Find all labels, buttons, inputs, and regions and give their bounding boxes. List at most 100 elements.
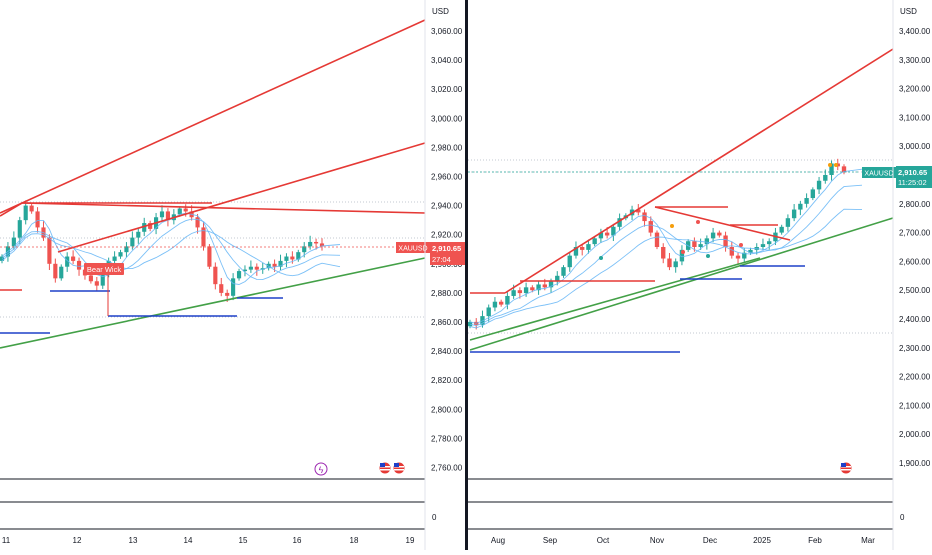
candle-body bbox=[717, 232, 722, 236]
indicator-tick-label: 0 bbox=[432, 513, 437, 522]
resistance-trendline[interactable] bbox=[504, 48, 894, 294]
candle-body bbox=[53, 263, 58, 279]
panel-divider[interactable] bbox=[465, 0, 468, 550]
candle-body bbox=[517, 290, 523, 294]
price-tag-value: 2,910.65 bbox=[898, 168, 927, 177]
lightning-icon[interactable] bbox=[314, 462, 328, 476]
y-tick-label: 2,980.00 bbox=[431, 143, 463, 152]
candle-body bbox=[661, 247, 666, 259]
moving-average-line bbox=[469, 208, 863, 329]
candle-body bbox=[648, 221, 653, 233]
x-tick-label: 16 bbox=[293, 536, 302, 545]
candle-body bbox=[11, 237, 16, 247]
x-tick-label: 13 bbox=[129, 536, 138, 545]
candle-body bbox=[231, 278, 236, 296]
y-tick-label: 2,400.00 bbox=[899, 315, 931, 324]
price-tag[interactable] bbox=[430, 242, 466, 265]
resistance-channel-lower[interactable] bbox=[57, 142, 426, 253]
candle-body bbox=[779, 226, 784, 233]
candle-body bbox=[654, 232, 660, 247]
candle-body bbox=[29, 205, 34, 212]
candle-body bbox=[698, 244, 703, 247]
candle-body bbox=[573, 247, 579, 256]
y-tick-label: 3,020.00 bbox=[431, 85, 463, 94]
y-tick-label: 2,500.00 bbox=[899, 286, 931, 295]
moving-average-line bbox=[1, 218, 341, 281]
candle-body bbox=[555, 275, 560, 282]
candle-body bbox=[278, 260, 283, 267]
candle-body bbox=[236, 271, 242, 279]
candle-body bbox=[829, 163, 834, 175]
candle-body bbox=[742, 252, 747, 259]
candle-body bbox=[723, 235, 728, 247]
signal-marker bbox=[670, 224, 674, 228]
resistance-segment[interactable] bbox=[0, 202, 23, 217]
signal-marker bbox=[834, 163, 838, 167]
y-tick-label: 3,400.00 bbox=[899, 27, 931, 36]
candle-body bbox=[767, 241, 772, 245]
candle-body bbox=[219, 284, 224, 293]
signal-marker bbox=[599, 256, 603, 260]
support-trendline-inner[interactable] bbox=[469, 257, 761, 341]
price-tag-countdown: 11:25:02 bbox=[898, 178, 927, 187]
candle-body bbox=[112, 256, 117, 261]
candle-body bbox=[636, 209, 641, 213]
flag-stripe bbox=[394, 469, 404, 471]
x-tick-label: 14 bbox=[184, 536, 193, 545]
candle-body bbox=[804, 198, 809, 204]
support-trendline[interactable] bbox=[469, 217, 894, 351]
resistance-sloped[interactable] bbox=[21, 202, 426, 214]
symbol-tag[interactable] bbox=[862, 167, 896, 178]
candle-body bbox=[94, 281, 99, 286]
signal-marker bbox=[706, 254, 710, 258]
x-tick-label: Dec bbox=[703, 536, 717, 545]
bear-wick-label: Bear Wick bbox=[87, 265, 121, 274]
resistance-channel-upper[interactable] bbox=[0, 19, 426, 214]
candle-body bbox=[592, 238, 597, 245]
candle-body bbox=[810, 189, 816, 199]
candle-body bbox=[177, 208, 182, 215]
y-tick-label: 2,840.00 bbox=[431, 347, 463, 356]
signal-marker bbox=[828, 163, 832, 167]
resistance-sloped[interactable] bbox=[654, 206, 791, 241]
left-chart-panel[interactable]: 3,060.00 3,040.00 3,020.00 3,000.00 2,980.00… bbox=[0, 7, 466, 545]
candle-body bbox=[254, 266, 259, 270]
candle-body bbox=[704, 238, 710, 245]
candle-body bbox=[498, 301, 504, 305]
y-tick-label: 2,820.00 bbox=[431, 376, 463, 385]
signal-marker bbox=[681, 250, 685, 254]
candle-body bbox=[598, 232, 604, 239]
candle-body bbox=[100, 271, 105, 286]
candle-body bbox=[159, 211, 165, 218]
candle-body bbox=[748, 249, 753, 253]
x-tick-label: 18 bbox=[350, 536, 359, 545]
symbol-tag[interactable] bbox=[396, 242, 430, 253]
candle-body bbox=[536, 284, 541, 291]
x-tick-label: Oct bbox=[597, 536, 610, 545]
candle-body bbox=[76, 260, 82, 270]
candle-body bbox=[136, 231, 141, 238]
support-trendline[interactable] bbox=[0, 257, 426, 349]
candle-body bbox=[567, 255, 572, 268]
candle-body bbox=[548, 281, 554, 288]
price-tag[interactable] bbox=[896, 166, 932, 188]
candle-body bbox=[314, 241, 319, 244]
y-tick-label: 3,300.00 bbox=[899, 56, 931, 65]
x-tick-label: Sep bbox=[543, 536, 558, 545]
indicator-tick-label: 0 bbox=[900, 513, 905, 522]
x-tick-label: 15 bbox=[239, 536, 248, 545]
candle-body bbox=[542, 284, 547, 288]
lightning-glyph: ϟ bbox=[319, 465, 324, 475]
y-tick-label: 2,920.00 bbox=[431, 231, 463, 240]
candle-body bbox=[225, 292, 230, 296]
candle-body bbox=[71, 256, 76, 261]
candle-body bbox=[679, 249, 685, 262]
flag-stripe bbox=[841, 469, 851, 471]
y-tick-label: 3,000.00 bbox=[899, 142, 931, 151]
candle-body bbox=[785, 218, 791, 227]
moving-average-line bbox=[469, 184, 863, 327]
symbol-tag-label: XAUUSD bbox=[864, 171, 893, 178]
right-chart-panel[interactable]: 3,400.00 3,300.00 3,200.00 3,100.00 3,000.00… bbox=[467, 7, 932, 545]
x-tick-label: 12 bbox=[73, 536, 82, 545]
